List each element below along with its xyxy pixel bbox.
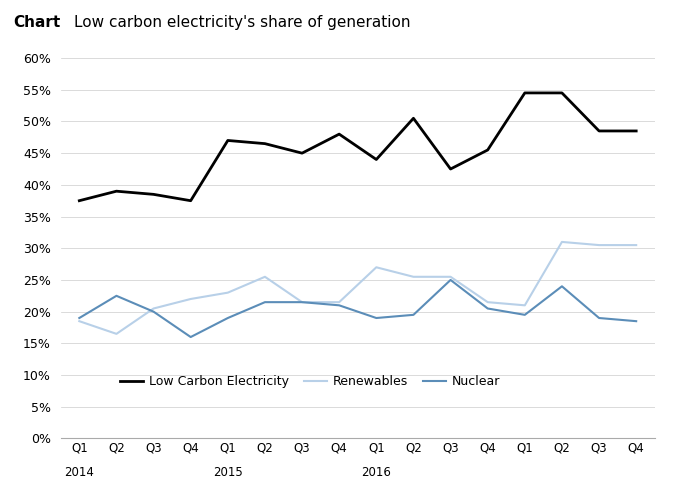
Nuclear: [483, 305, 491, 311]
Nuclear: [75, 315, 84, 321]
Nuclear: [409, 312, 417, 318]
Renewables: [521, 302, 529, 308]
Low Carbon Electricity: [75, 198, 84, 204]
Low Carbon Electricity: [595, 128, 603, 134]
Renewables: [632, 242, 640, 248]
Nuclear: [335, 302, 343, 308]
Text: 2015: 2015: [213, 466, 243, 479]
Low Carbon Electricity: [558, 90, 566, 96]
Low Carbon Electricity: [373, 156, 381, 162]
Nuclear: [595, 315, 603, 321]
Renewables: [558, 239, 566, 245]
Nuclear: [632, 318, 640, 324]
Low Carbon Electricity: [112, 188, 120, 194]
Nuclear: [149, 308, 157, 314]
Low Carbon Electricity: [149, 192, 157, 198]
Nuclear: [298, 299, 306, 305]
Renewables: [261, 274, 269, 280]
Renewables: [373, 264, 381, 270]
Low Carbon Electricity: [409, 115, 417, 121]
Low Carbon Electricity: [447, 166, 455, 172]
Line: Low Carbon Electricity: Low Carbon Electricity: [80, 93, 636, 201]
Renewables: [223, 290, 232, 296]
Nuclear: [447, 277, 455, 283]
Low Carbon Electricity: [483, 147, 491, 153]
Low Carbon Electricity: [335, 131, 343, 137]
Nuclear: [373, 315, 381, 321]
Text: 2016: 2016: [361, 466, 391, 479]
Renewables: [75, 318, 84, 324]
Renewables: [149, 305, 157, 311]
Nuclear: [112, 293, 120, 299]
Legend: Low Carbon Electricity, Renewables, Nuclear: Low Carbon Electricity, Renewables, Nucl…: [115, 370, 505, 393]
Low Carbon Electricity: [521, 90, 529, 96]
Renewables: [298, 299, 306, 305]
Nuclear: [261, 299, 269, 305]
Text: Chart: Chart: [14, 15, 61, 30]
Line: Nuclear: Nuclear: [80, 280, 636, 337]
Low Carbon Electricity: [261, 141, 269, 147]
Text: 2014: 2014: [64, 466, 94, 479]
Nuclear: [521, 312, 529, 318]
Renewables: [335, 299, 343, 305]
Nuclear: [223, 315, 232, 321]
Renewables: [483, 299, 491, 305]
Low Carbon Electricity: [298, 150, 306, 156]
Low Carbon Electricity: [632, 128, 640, 134]
Low Carbon Electricity: [223, 138, 232, 144]
Nuclear: [558, 283, 566, 289]
Line: Renewables: Renewables: [80, 242, 636, 334]
Renewables: [112, 331, 120, 337]
Renewables: [186, 296, 194, 302]
Renewables: [447, 274, 455, 280]
Nuclear: [186, 334, 194, 340]
Low Carbon Electricity: [186, 198, 194, 204]
Renewables: [409, 274, 417, 280]
Text: Low carbon electricity's share of generation: Low carbon electricity's share of genera…: [74, 15, 411, 30]
Renewables: [595, 242, 603, 248]
